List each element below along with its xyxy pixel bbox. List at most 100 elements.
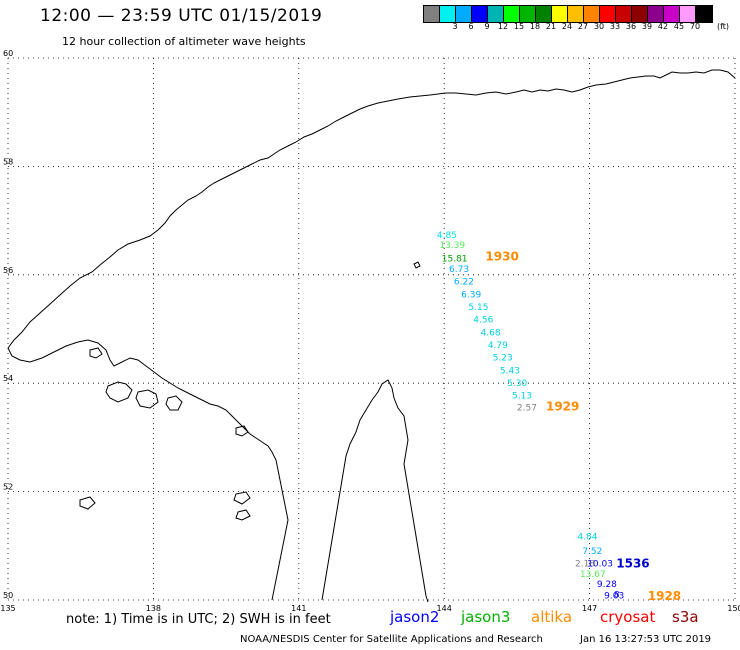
legend-jason3: jason3 — [461, 608, 511, 626]
legend-cryosat: cryosat — [600, 608, 656, 626]
scale-swatch — [456, 6, 472, 22]
longitude-tick-label: 141 — [291, 604, 306, 613]
legend-altika: altika — [531, 608, 573, 626]
scale-tick-label: 30 — [593, 22, 605, 31]
wave-height-value: 9.28 — [597, 580, 617, 590]
scale-tick-label: 6 — [468, 22, 474, 31]
scale-swatch — [648, 6, 664, 22]
wave-height-value: 2.57 — [517, 403, 537, 413]
wave-height-value: 4.56 — [473, 315, 493, 325]
wave-height-value: 13.67 — [580, 570, 606, 580]
scale-swatch — [584, 6, 600, 22]
scale-tick-label: 27 — [577, 22, 589, 31]
wave-height-value: 15.81 — [442, 254, 468, 264]
scale-swatch — [664, 6, 680, 22]
small-island — [235, 509, 251, 521]
footer-credit: NOAA/NESDIS Center for Satellite Applica… — [240, 634, 543, 645]
wave-height-value: 5.43 — [500, 366, 520, 376]
wave-height-value: 9.03 — [604, 591, 624, 601]
latitude-tick-label: 60 — [3, 49, 13, 58]
scale-swatch — [504, 6, 520, 22]
small-island — [235, 425, 249, 437]
legend-jason2: jason2 — [390, 608, 440, 626]
scale-tick-label: 33 — [609, 22, 621, 31]
scale-tick-label: 15 — [513, 22, 525, 31]
sakhalin-coastline — [321, 379, 429, 603]
shantar-island-2 — [135, 389, 159, 409]
longitude-tick-label: 147 — [582, 604, 597, 613]
scale-swatch — [472, 6, 488, 22]
scale-swatch — [632, 6, 648, 22]
pass-time-label: 1928 — [648, 589, 681, 603]
longitude-tick-label: 144 — [437, 604, 452, 613]
scale-swatch — [552, 6, 568, 22]
pass-time-label: 1929 — [546, 399, 579, 413]
pass-time-label: 1930 — [485, 250, 518, 264]
scale-swatch — [440, 6, 456, 22]
latitude-tick-label: 50 — [3, 591, 13, 600]
small-island — [79, 496, 96, 510]
scale-tick-label: 70 — [689, 22, 701, 31]
small-island — [413, 261, 421, 269]
scale-tick-label: 18 — [529, 22, 541, 31]
scale-swatch — [680, 6, 696, 22]
wave-height-value: 7.52 — [582, 547, 602, 557]
pass-time-label: 1536 — [616, 556, 649, 570]
shantar-island-3 — [165, 395, 183, 411]
wave-height-value: 8 — [614, 590, 620, 600]
small-island — [89, 347, 103, 359]
scale-tick-label: 36 — [625, 22, 637, 31]
shantar-island — [105, 381, 133, 403]
scale-tick-label: 12 — [497, 22, 509, 31]
wave-height-value: 6.73 — [449, 265, 469, 275]
wave-height-value: 10.03 — [587, 559, 613, 569]
wave-height-value: 5.30 — [507, 379, 527, 389]
scale-unit-label: (ft) — [717, 22, 730, 31]
mainland-coastline — [7, 69, 736, 349]
scale-swatch — [696, 6, 712, 22]
scale-swatch — [568, 6, 584, 22]
pass-time-labels: 1930 1929 1536 1928 — [485, 250, 681, 603]
scale-swatch — [536, 6, 552, 22]
wave-height-value: 4.85 — [437, 231, 457, 241]
axis-tick-labels: 135 138 141 144 147 150 50 52 54 56 58 60 — [0, 49, 740, 613]
small-island — [233, 491, 251, 505]
latitude-tick-label: 52 — [3, 483, 13, 492]
footer-note: note: 1) Time is in UTC; 2) SWH is in fe… — [66, 612, 331, 627]
latitude-tick-label: 56 — [3, 266, 13, 275]
color-scale-labels: 3 6 9 12 15 18 21 24 27 30 33 36 39 42 45 70 — [423, 22, 740, 34]
latitude-tick-label: 58 — [3, 157, 13, 166]
scale-swatch — [600, 6, 616, 22]
okhotsk-west-shore — [7, 339, 289, 601]
latitude-tick-label: 54 — [3, 374, 13, 383]
scale-swatch — [488, 6, 504, 22]
scale-tick-label: 24 — [561, 22, 573, 31]
wave-height-value: 5.23 — [493, 353, 513, 363]
wave-height-value: 6.22 — [454, 278, 474, 288]
wave-height-color-scale — [423, 5, 713, 23]
wave-height-value: 6.39 — [461, 291, 481, 301]
page-subtitle: 12 hour collection of altimeter wave hei… — [62, 35, 306, 48]
longitude-tick-label: 150 — [727, 604, 740, 613]
wave-height-value: 4.79 — [488, 341, 508, 351]
longitude-tick-label: 135 — [0, 604, 15, 613]
wave-height-value: 5.15 — [468, 303, 488, 313]
longitude-tick-label: 138 — [146, 604, 161, 613]
scale-tick-label: 45 — [673, 22, 685, 31]
wave-height-value: 4.68 — [481, 329, 501, 339]
coastline — [7, 69, 736, 603]
wave-height-value: 2.18 — [575, 559, 595, 569]
scale-swatch — [616, 6, 632, 22]
scale-tick-label: 39 — [641, 22, 653, 31]
scale-tick-label: 42 — [657, 22, 669, 31]
graticule — [7, 57, 736, 601]
wave-height-value: 4.84 — [577, 532, 597, 542]
scale-swatch — [424, 6, 440, 22]
legend-s3a: s3a — [672, 608, 699, 626]
scale-tick-label: 3 — [452, 22, 458, 31]
wave-height-value: 13.39 — [439, 241, 465, 251]
scale-tick-label: 9 — [484, 22, 490, 31]
